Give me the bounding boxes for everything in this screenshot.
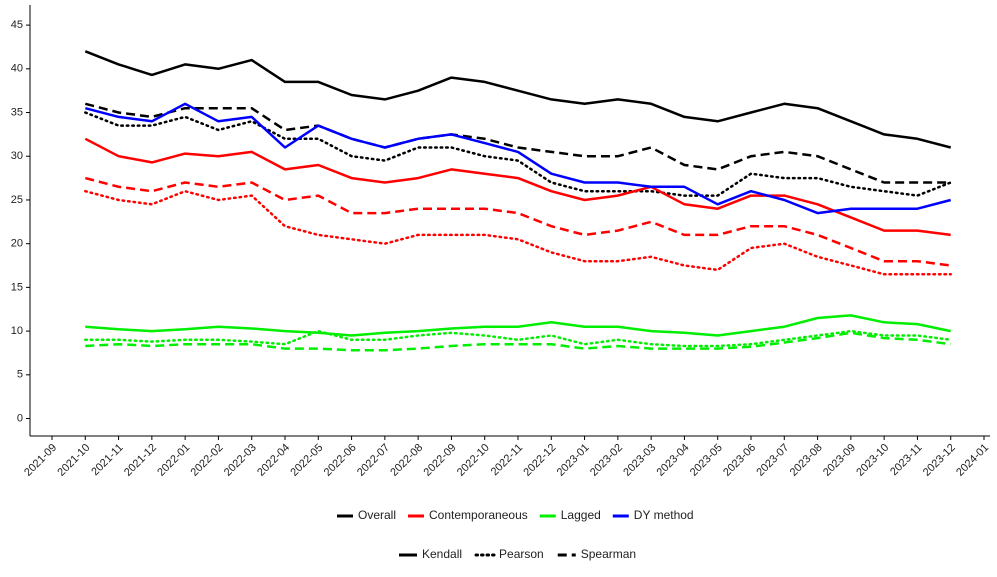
series-line	[85, 314, 951, 337]
y-tick-label: 10	[11, 325, 23, 337]
x-tick-label: 2021-11	[89, 442, 125, 478]
series-line	[84, 137, 951, 237]
legend-label: Lagged	[561, 508, 601, 522]
y-tick-label: 15	[11, 281, 23, 293]
x-tick-label: 2023-07	[754, 442, 791, 479]
y-tick-label: 35	[11, 106, 23, 118]
y-tick-label: 0	[17, 412, 23, 424]
x-tick-label: 2022-09	[422, 442, 459, 479]
series-line	[84, 189, 952, 276]
x-tick-label: 2022-03	[222, 442, 259, 479]
series-line	[84, 102, 951, 184]
x-tick-label: 2022-11	[489, 442, 525, 478]
legend-label: Spearman	[581, 547, 636, 561]
y-tick-label: 40	[11, 63, 23, 75]
x-tick-label: 2023-02	[588, 442, 625, 479]
x-tick-label: 2021-10	[55, 442, 92, 479]
series-line	[84, 102, 952, 215]
x-tick-label: 2022-10	[455, 442, 492, 479]
y-tick-label: 45	[11, 19, 23, 31]
series-line	[84, 329, 952, 348]
x-tick-label: 2022-01	[155, 442, 192, 479]
x-tick-label: 2022-07	[355, 442, 392, 479]
x-tick-label: 2023-09	[821, 442, 858, 479]
x-tick-label: 2023-06	[721, 442, 758, 479]
legend-label: Kendall	[422, 547, 462, 561]
x-tick-label: 2022-04	[255, 442, 292, 479]
legend-label: Contemporaneous	[429, 508, 528, 522]
x-tick-label: 2022-06	[322, 442, 359, 479]
x-tick-label: 2021-12	[122, 442, 159, 479]
x-tick-label: 2023-04	[655, 442, 692, 479]
y-tick-label: 5	[17, 369, 23, 381]
x-tick-label: 2023-03	[621, 442, 658, 479]
x-tick-label: 2022-05	[288, 442, 325, 479]
x-tick-label: 2024-01	[954, 442, 991, 479]
x-tick-label: 2022-12	[521, 442, 558, 479]
x-tick-label: 2023-08	[788, 442, 825, 479]
series-line	[84, 50, 952, 149]
legend-label: Overall	[358, 508, 396, 522]
x-tick-label: 2023-11	[888, 442, 924, 478]
y-tick-label: 20	[11, 238, 23, 250]
series-line	[84, 176, 951, 267]
x-tick-label: 2022-02	[189, 442, 226, 479]
x-tick-label: 2023-10	[854, 442, 891, 479]
x-tick-label: 2021-09	[22, 442, 59, 479]
y-tick-label: 25	[11, 194, 23, 206]
x-tick-label: 2023-05	[688, 442, 725, 479]
series-line	[85, 331, 951, 352]
y-tick-label: 30	[11, 150, 23, 162]
series-line	[84, 111, 952, 197]
x-tick-label: 2023-12	[921, 442, 958, 479]
x-tick-label: 2023-01	[555, 442, 592, 479]
x-tick-label: 2022-08	[388, 442, 425, 479]
legend-label: DY method	[634, 508, 694, 522]
legend-label: Pearson	[499, 547, 544, 561]
